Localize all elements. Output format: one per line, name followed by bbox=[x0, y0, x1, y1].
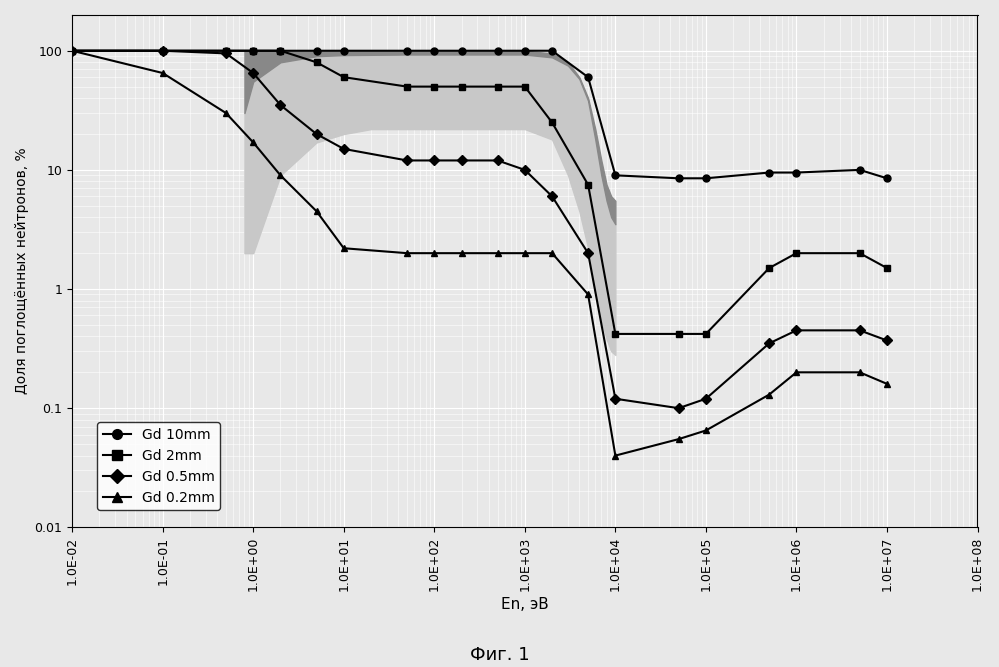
Gd 2mm bbox=[247, 47, 259, 55]
Gd 0.2mm bbox=[338, 244, 350, 252]
Gd 0.2mm bbox=[700, 426, 712, 434]
Line: Gd 0.2mm: Gd 0.2mm bbox=[69, 47, 890, 459]
Legend: Gd 10mm, Gd 2mm, Gd 0.5mm, Gd 0.2mm: Gd 10mm, Gd 2mm, Gd 0.5mm, Gd 0.2mm bbox=[97, 422, 220, 510]
Gd 0.2mm bbox=[582, 291, 594, 299]
Gd 0.5mm bbox=[456, 157, 468, 165]
Text: Фиг. 1: Фиг. 1 bbox=[470, 646, 529, 664]
Gd 10mm bbox=[338, 47, 350, 55]
Gd 10mm bbox=[275, 47, 287, 55]
Gd 2mm bbox=[401, 83, 413, 91]
Gd 10mm bbox=[66, 47, 78, 55]
Gd 0.2mm bbox=[790, 368, 802, 376]
Gd 0.2mm bbox=[881, 380, 893, 388]
Gd 10mm bbox=[518, 47, 530, 55]
Gd 10mm bbox=[790, 169, 802, 177]
Gd 2mm bbox=[609, 330, 621, 338]
Gd 0.5mm bbox=[401, 157, 413, 165]
Gd 10mm bbox=[157, 47, 169, 55]
Gd 0.5mm bbox=[546, 192, 558, 200]
Gd 0.5mm bbox=[338, 145, 350, 153]
Gd 10mm bbox=[456, 47, 468, 55]
Gd 10mm bbox=[582, 73, 594, 81]
Gd 0.5mm bbox=[672, 404, 684, 412]
Gd 0.5mm bbox=[157, 47, 169, 55]
X-axis label: En, эВ: En, эВ bbox=[500, 597, 548, 612]
Gd 0.2mm bbox=[546, 249, 558, 257]
Gd 2mm bbox=[582, 181, 594, 189]
Gd 0.5mm bbox=[582, 249, 594, 257]
Gd 2mm bbox=[338, 73, 350, 81]
Gd 2mm bbox=[546, 119, 558, 127]
Gd 10mm bbox=[609, 171, 621, 179]
Gd 0.2mm bbox=[518, 249, 530, 257]
Gd 0.5mm bbox=[790, 326, 802, 334]
Gd 0.2mm bbox=[220, 109, 232, 117]
Gd 0.2mm bbox=[609, 452, 621, 460]
Gd 2mm bbox=[311, 58, 323, 66]
Gd 0.5mm bbox=[311, 130, 323, 138]
Gd 2mm bbox=[881, 264, 893, 272]
Gd 0.2mm bbox=[66, 47, 78, 55]
Line: Gd 0.5mm: Gd 0.5mm bbox=[69, 47, 890, 412]
Gd 0.5mm bbox=[518, 166, 530, 174]
Gd 2mm bbox=[763, 264, 775, 272]
Gd 0.5mm bbox=[609, 395, 621, 403]
Gd 0.2mm bbox=[275, 171, 287, 179]
Gd 0.5mm bbox=[247, 69, 259, 77]
Gd 0.5mm bbox=[220, 49, 232, 57]
Gd 0.2mm bbox=[311, 207, 323, 215]
Gd 0.5mm bbox=[66, 47, 78, 55]
Line: Gd 2mm: Gd 2mm bbox=[69, 47, 890, 338]
Gd 0.2mm bbox=[247, 139, 259, 147]
Gd 0.5mm bbox=[881, 336, 893, 344]
Gd 0.5mm bbox=[429, 157, 441, 165]
Gd 10mm bbox=[429, 47, 441, 55]
Gd 0.2mm bbox=[854, 368, 866, 376]
Gd 2mm bbox=[492, 83, 503, 91]
Gd 0.5mm bbox=[700, 395, 712, 403]
Gd 0.2mm bbox=[429, 249, 441, 257]
Gd 0.2mm bbox=[157, 69, 169, 77]
Gd 10mm bbox=[700, 174, 712, 182]
Gd 2mm bbox=[157, 47, 169, 55]
Gd 2mm bbox=[275, 47, 287, 55]
Gd 2mm bbox=[518, 83, 530, 91]
Gd 2mm bbox=[700, 330, 712, 338]
Gd 2mm bbox=[220, 47, 232, 55]
Gd 0.2mm bbox=[763, 391, 775, 399]
Gd 10mm bbox=[854, 166, 866, 174]
Gd 2mm bbox=[456, 83, 468, 91]
Gd 0.5mm bbox=[275, 101, 287, 109]
Gd 0.2mm bbox=[401, 249, 413, 257]
Gd 0.2mm bbox=[492, 249, 503, 257]
Gd 0.2mm bbox=[672, 435, 684, 443]
Gd 0.5mm bbox=[854, 326, 866, 334]
Gd 10mm bbox=[492, 47, 503, 55]
Gd 10mm bbox=[881, 174, 893, 182]
Gd 10mm bbox=[311, 47, 323, 55]
Gd 10mm bbox=[546, 47, 558, 55]
Gd 2mm bbox=[854, 249, 866, 257]
Gd 0.5mm bbox=[492, 157, 503, 165]
Line: Gd 10mm: Gd 10mm bbox=[69, 47, 890, 182]
Y-axis label: Доля поглощённых нейтронов, %: Доля поглощённых нейтронов, % bbox=[15, 148, 29, 394]
Gd 0.5mm bbox=[763, 340, 775, 348]
Gd 10mm bbox=[401, 47, 413, 55]
Gd 2mm bbox=[790, 249, 802, 257]
Gd 10mm bbox=[672, 174, 684, 182]
Gd 0.2mm bbox=[456, 249, 468, 257]
Gd 10mm bbox=[247, 47, 259, 55]
Gd 2mm bbox=[429, 83, 441, 91]
Gd 10mm bbox=[763, 169, 775, 177]
Gd 2mm bbox=[672, 330, 684, 338]
Gd 10mm bbox=[220, 47, 232, 55]
Gd 2mm bbox=[66, 47, 78, 55]
